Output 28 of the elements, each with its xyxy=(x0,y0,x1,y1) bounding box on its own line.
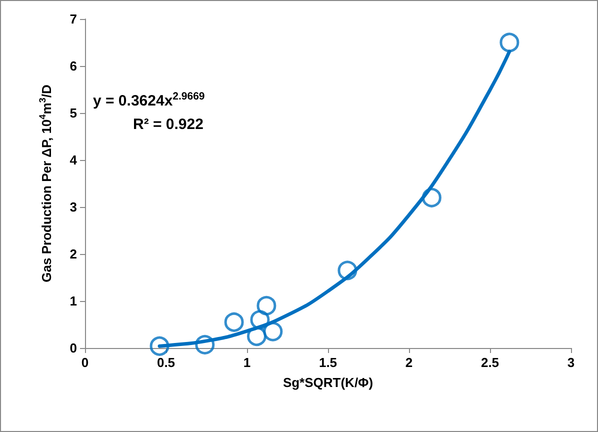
point xyxy=(250,310,270,330)
y-axis-title: Gas Production Per ΔP, 104m3/D xyxy=(38,84,54,282)
y-tick-label: 0 xyxy=(70,340,77,356)
y-tick-label: 1 xyxy=(70,294,77,308)
point xyxy=(338,260,358,280)
x-tick-label: 2.5 xyxy=(480,355,500,370)
point xyxy=(256,296,276,316)
point xyxy=(422,188,442,208)
x-tick-label: 1.5 xyxy=(318,355,338,370)
x-tick-label: 0 xyxy=(81,355,89,370)
x-tick-label: 2 xyxy=(405,355,413,370)
y-tick-label: 5 xyxy=(70,106,77,120)
point xyxy=(263,322,283,342)
point xyxy=(246,326,266,346)
x-tick-label: 0.5 xyxy=(156,355,176,370)
point xyxy=(500,32,520,52)
y-tick-label: 6 xyxy=(70,58,77,74)
x-tick-label: 3 xyxy=(567,355,575,370)
y-tick-label: 7 xyxy=(70,12,77,26)
point xyxy=(195,334,215,354)
y-tick-label: 3 xyxy=(70,200,77,214)
y-tick-label: 2 xyxy=(70,246,77,262)
point xyxy=(150,336,170,356)
x-axis-title: Sg*SQRT(K/Φ) xyxy=(282,375,374,390)
y-tick-label: 4 xyxy=(70,152,78,168)
annotation: R² = 0.922 xyxy=(133,116,204,133)
point xyxy=(224,312,244,332)
x-tick-label: 1 xyxy=(243,355,251,370)
